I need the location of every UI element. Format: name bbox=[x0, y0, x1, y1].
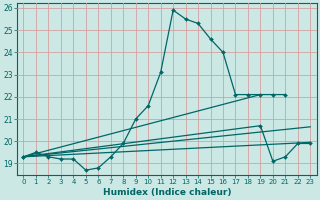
X-axis label: Humidex (Indice chaleur): Humidex (Indice chaleur) bbox=[103, 188, 231, 197]
